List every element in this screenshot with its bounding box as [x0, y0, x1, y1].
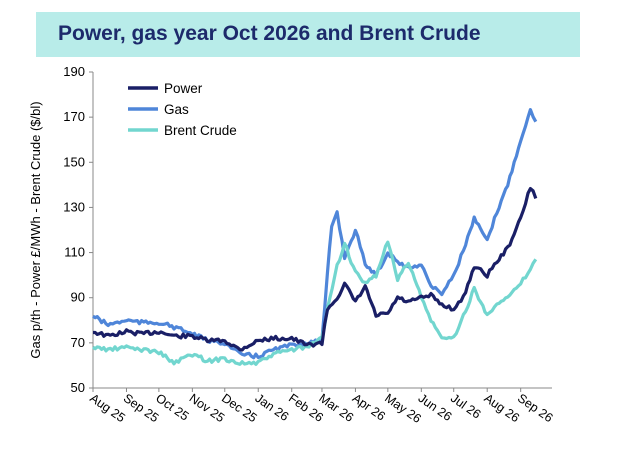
x-tick-label: Aug 25: [87, 391, 128, 425]
y-tick-label: 70: [71, 335, 85, 350]
x-tick-label: Mar 26: [316, 391, 356, 425]
y-tick-label: 130: [63, 199, 85, 214]
legend: Power Gas Brent Crude: [128, 81, 237, 138]
y-axis-label: Gas p/th - Power £/MWh - Brent Crude ($/…: [28, 101, 43, 358]
chart-title: Power, gas year Oct 2026 and Brent Crude: [58, 22, 481, 45]
x-tick-label: Sep 26: [515, 391, 556, 425]
series-line-gas: [92, 108, 538, 360]
x-tick-label: Jun 26: [416, 391, 455, 424]
y-tick-label: 150: [63, 154, 85, 169]
x-tick-label: Oct 25: [153, 391, 191, 424]
x-tick-label: Dec 25: [219, 391, 260, 425]
x-tick-label: Jan 26: [253, 391, 292, 424]
x-tick-label: Jul 26: [448, 391, 483, 422]
legend-label: Power: [164, 81, 203, 96]
y-tick-label: 90: [71, 290, 85, 305]
x-tick-label: May 26: [382, 391, 424, 426]
legend-label: Gas: [164, 102, 189, 117]
y-tick-label: 190: [63, 64, 85, 79]
y-tick-label: 170: [63, 109, 85, 124]
x-tick-label: Nov 25: [187, 391, 228, 425]
series-group: [92, 108, 538, 366]
series-line-power: [93, 187, 538, 352]
x-tick-label: Aug 26: [481, 391, 522, 425]
y-tick-label: 110: [64, 245, 85, 260]
x-tick-label: Apr 26: [350, 391, 388, 424]
x-tick-label: Sep 25: [121, 391, 162, 425]
y-tick-label: 50: [71, 380, 85, 395]
legend-label: Brent Crude: [164, 123, 237, 138]
chart-title-bar: Power, gas year Oct 2026 and Brent Crude: [36, 12, 580, 57]
